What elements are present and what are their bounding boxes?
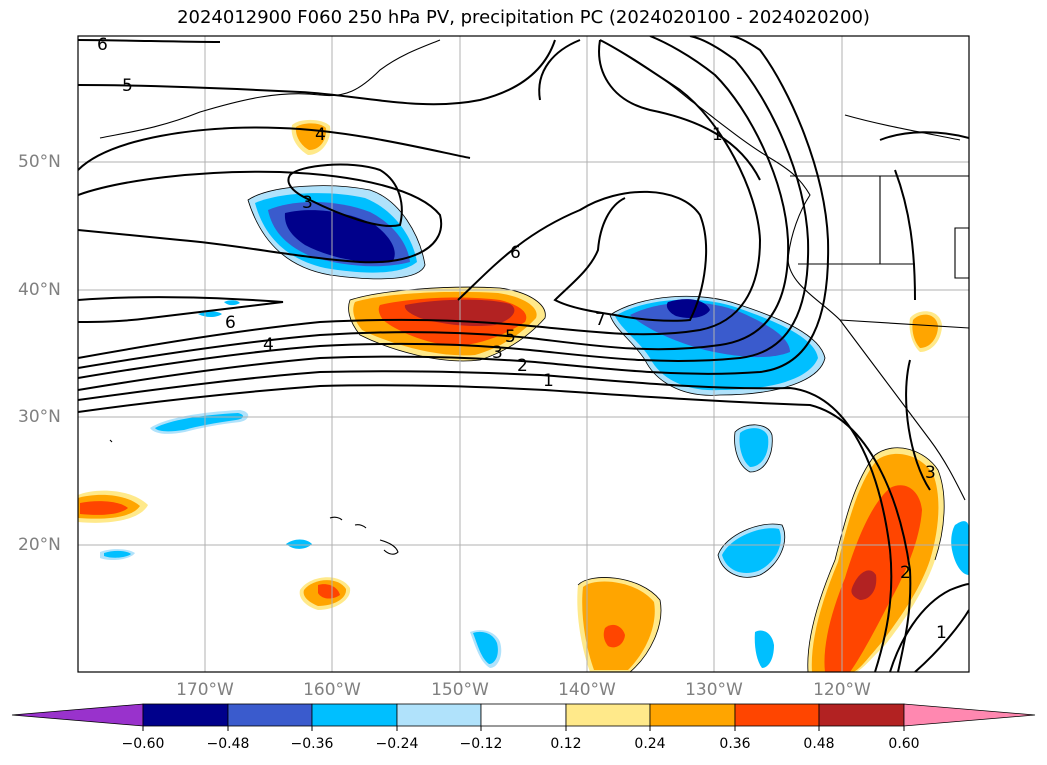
colorbar-tick-label: 0.60 [888, 736, 920, 752]
pv-contours [78, 36, 969, 672]
map-frame [77, 35, 970, 673]
colorbar-tick-label: −0.24 [375, 736, 419, 752]
colorbar-tick-label: 0.36 [719, 736, 751, 752]
colorbar-extend-low [11, 703, 144, 727]
lon-label-120w: 120°W [813, 680, 871, 700]
contour-label: 3 [492, 343, 503, 363]
colorbar-tick-label: −0.12 [459, 736, 503, 752]
colorbar-tick-label: −0.36 [290, 736, 334, 752]
contour-label: 1 [936, 623, 947, 643]
colorbar-extend-high [903, 703, 1036, 727]
graticule [78, 36, 969, 672]
contour-label: 7 [595, 310, 606, 330]
contour-label: 3 [925, 463, 936, 483]
map-title: 2024012900 F060 250 hPa PV, precipitatio… [177, 7, 870, 28]
lon-label-140w: 140°W [558, 680, 616, 700]
contour-label: 6 [510, 243, 521, 263]
lon-label-150w: 150°W [431, 680, 489, 700]
colorbar-tick-label: 0.48 [803, 736, 835, 752]
lat-label-50n: 50°N [18, 152, 61, 172]
lat-label-20n: 20°N [18, 535, 61, 555]
contour-label: 5 [122, 76, 133, 96]
contour-label: 6 [97, 35, 108, 55]
colorbar-tick-label: −0.60 [121, 736, 165, 752]
contour-label: 4 [315, 125, 326, 145]
colorbar [11, 703, 1036, 731]
lon-label-170w: 170°W [176, 680, 234, 700]
shading-layer [78, 119, 969, 672]
contour-labels: 6 5 4 3 6 7 6 4 5 3 2 1 1 3 2 1 [97, 35, 947, 643]
contour-label: 4 [263, 335, 274, 355]
contour-label: 2 [517, 356, 528, 376]
colorbar-tick-label: 0.12 [550, 736, 582, 752]
contour-label: 2 [900, 563, 911, 583]
colorbar-tick-label: 0.24 [634, 736, 666, 752]
contour-label: 1 [543, 371, 554, 391]
lat-label-30n: 30°N [18, 407, 61, 427]
contour-label: 3 [302, 193, 313, 213]
contour-label: 6 [225, 313, 236, 333]
colorbar-tick-label: −0.48 [206, 736, 250, 752]
contour-label: 1 [712, 125, 723, 145]
lon-label-160w: 160°W [303, 680, 361, 700]
lat-label-40n: 40°N [18, 280, 61, 300]
contour-label: 5 [505, 327, 516, 347]
lon-label-130w: 130°W [685, 680, 743, 700]
